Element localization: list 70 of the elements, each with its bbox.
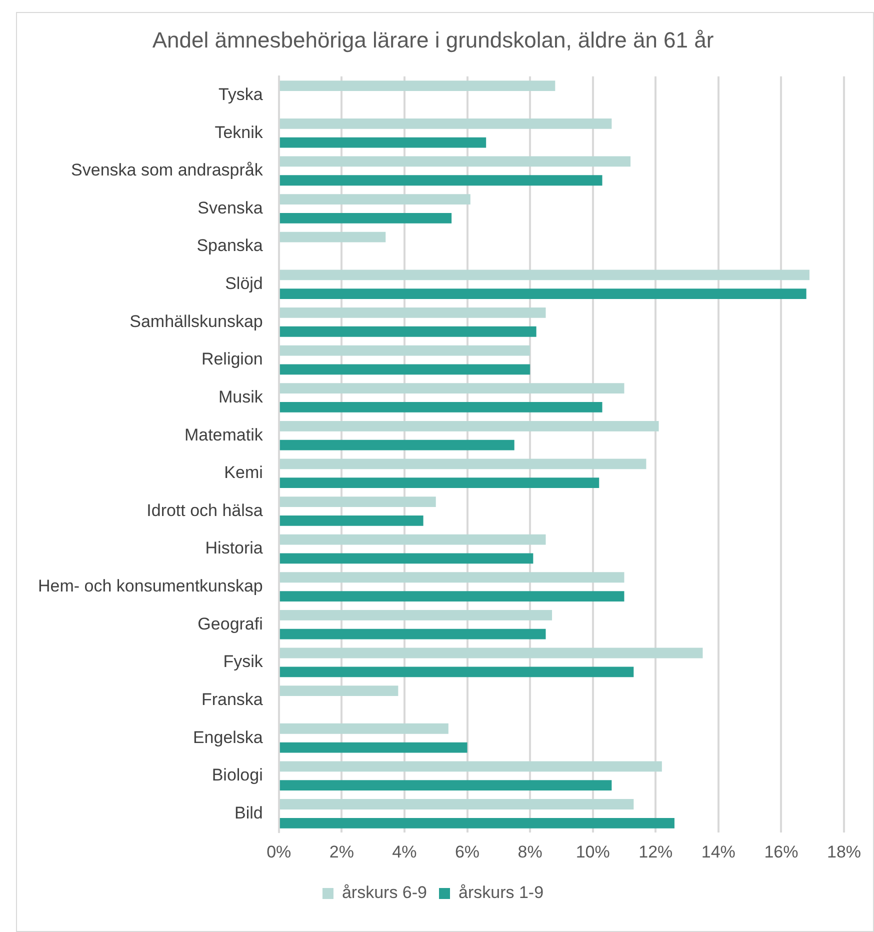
x-tick-label: 0% [266,842,292,862]
bar [280,420,659,432]
bar [280,118,612,129]
x-tick-label: 6% [454,842,480,862]
bar [280,780,612,791]
y-tick-label: Slöjd [225,274,263,294]
bar [280,723,448,734]
x-tick-label: 16% [764,842,798,862]
x-tick-label: 14% [701,842,736,862]
bar [280,212,452,224]
bar [280,383,624,394]
legend-label: årskurs 1-9 [458,883,544,902]
bar [280,761,662,772]
x-tick-label: 2% [329,842,354,862]
bar [280,458,646,470]
bar [280,628,546,640]
y-tick-label: Svenska som andraspråk [71,160,264,180]
y-tick-label: Idrott och hälsa [146,500,264,520]
bar [280,648,703,658]
bar [280,515,424,526]
bar [280,232,386,242]
y-tick-label: Tyska [218,84,264,104]
bar [280,175,602,186]
bar [280,194,470,204]
bar [280,326,536,337]
bar [280,308,546,318]
y-tick-label: Bild [234,803,263,822]
bar [280,156,631,167]
y-tick-label: Spanska [196,236,264,256]
bar [280,478,600,488]
y-tick-label: Geografi [198,614,263,634]
y-tick-label: Teknik [214,122,264,142]
bar [280,402,602,412]
y-tick-label: Hem- och konsumentkunskap [38,576,263,596]
x-tick-label: 10% [576,842,610,862]
bar [280,80,556,92]
bar [280,364,530,375]
y-tick-label: Kemi [224,463,263,482]
bar [280,666,634,678]
y-tick-label: Franska [201,690,264,709]
y-tick-label: Engelska [192,728,264,747]
bar [280,742,468,753]
y-tick-label: Svenska [198,198,264,218]
bar [280,270,810,280]
bar [280,440,514,450]
y-tick-label: Religion [201,350,263,369]
x-tick-label: 18% [826,842,862,862]
legend-label: årskurs 6-9 [342,883,428,902]
bar [280,534,546,545]
bar [280,591,624,602]
y-tick-label: Samhällskunskap [130,312,263,331]
y-tick-label: Historia [205,538,264,558]
bar [280,496,436,507]
chart-title: Andel ämnesbehöriga lärare i grundskolan, äldre än 61 år [152,27,714,52]
y-tick-label: Biologi [212,766,263,785]
bar [280,137,486,148]
bar [280,610,552,620]
y-tick-label: Fysik [223,652,264,672]
bar [280,818,674,828]
bar [280,572,624,583]
y-tick-label: Musik [218,387,264,406]
bar [280,345,530,356]
bar [280,799,634,810]
x-tick-label: 8% [518,842,542,862]
bar [280,553,534,564]
y-tick-label: Matematik [184,425,264,444]
x-tick-label: 4% [392,842,417,862]
bar [280,686,398,696]
bar [280,288,806,300]
x-tick-label: 12% [638,842,673,862]
